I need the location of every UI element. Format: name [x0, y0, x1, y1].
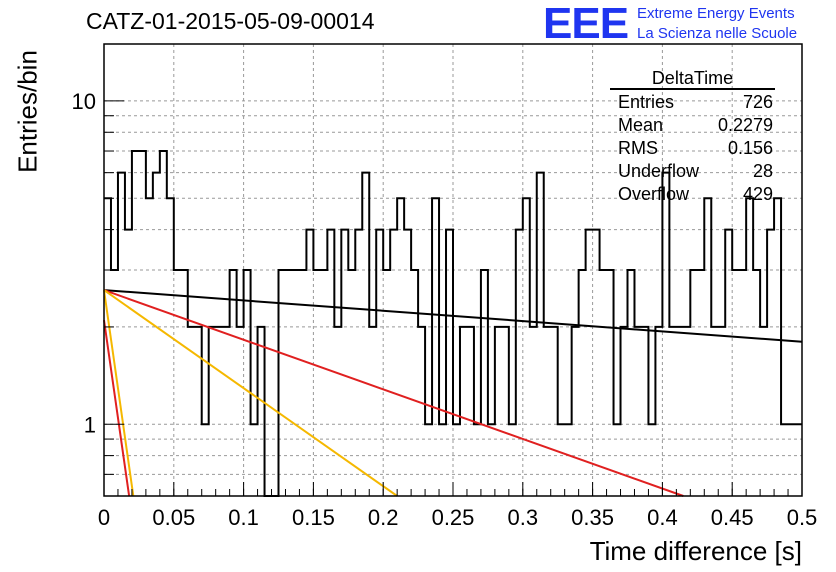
stats-row: RMS 0.156 [618, 138, 773, 161]
stats-row: Overflow 429 [618, 184, 773, 207]
fit-line [103, 289, 803, 343]
fit-line [103, 319, 131, 497]
x-tick-label: 0.25 [432, 505, 475, 530]
stats-row: Underflow 28 [618, 161, 773, 184]
logo-line-1: Extreme Energy Events [637, 5, 795, 22]
x-tick-label: 0 [98, 505, 110, 530]
x-axis-label: Time difference [s] [589, 536, 802, 566]
y-tick-label: 10 [72, 89, 96, 114]
stats-key: Entries [618, 92, 675, 112]
fit-line [103, 289, 398, 497]
logo-line-2: La Scienza nelle Scuole [637, 25, 798, 42]
x-tick-label: 0.2 [368, 505, 399, 530]
stats-key: Underflow [618, 161, 700, 181]
x-tick-label: 0.3 [508, 505, 539, 530]
histogram [104, 150, 802, 497]
x-tick-label: 0.05 [152, 505, 195, 530]
x-tick-label: 0.4 [647, 505, 678, 530]
histogram-title: CATZ-01-2015-05-09-00014 [86, 8, 375, 34]
stats-box: DeltaTime Entries 726 Mean 0.2279 RMS 0.… [610, 68, 775, 206]
fit-lines [103, 289, 803, 497]
stats-key: Mean [618, 115, 664, 135]
stats-value: 0.156 [727, 138, 773, 158]
fit-line [103, 289, 135, 497]
x-tick-label: 0.1 [228, 505, 259, 530]
stats-value: 429 [742, 184, 773, 204]
x-tick-label: 0.35 [571, 505, 614, 530]
fit-line [103, 289, 684, 497]
x-tick-label: 0.5 [787, 505, 818, 530]
x-tick-label: 0.45 [711, 505, 754, 530]
axes: 0 0.05 0.1 0.15 0.2 0.25 0.3 0.35 0.4 0.45 0.5 1 10 [72, 43, 818, 530]
stats-value: 726 [742, 92, 773, 112]
eee-logo: EEE Extreme Energy Events La Scienza nel… [543, 2, 833, 46]
stats-row: Entries 726 [618, 92, 773, 115]
stats-value: 0.2279 [717, 115, 773, 135]
stats-key: Overflow [618, 184, 690, 204]
y-axis-label: Entries/bin [12, 50, 43, 173]
stats-value: 28 [752, 161, 773, 181]
stats-title: DeltaTime [610, 68, 775, 90]
histogram-steps [104, 150, 802, 497]
logo-mark: EEE [543, 0, 629, 48]
x-tick-label: 0.15 [292, 505, 335, 530]
stats-key: RMS [618, 138, 658, 158]
y-tick-label: 1 [84, 412, 96, 437]
stats-row: Mean 0.2279 [618, 115, 773, 138]
